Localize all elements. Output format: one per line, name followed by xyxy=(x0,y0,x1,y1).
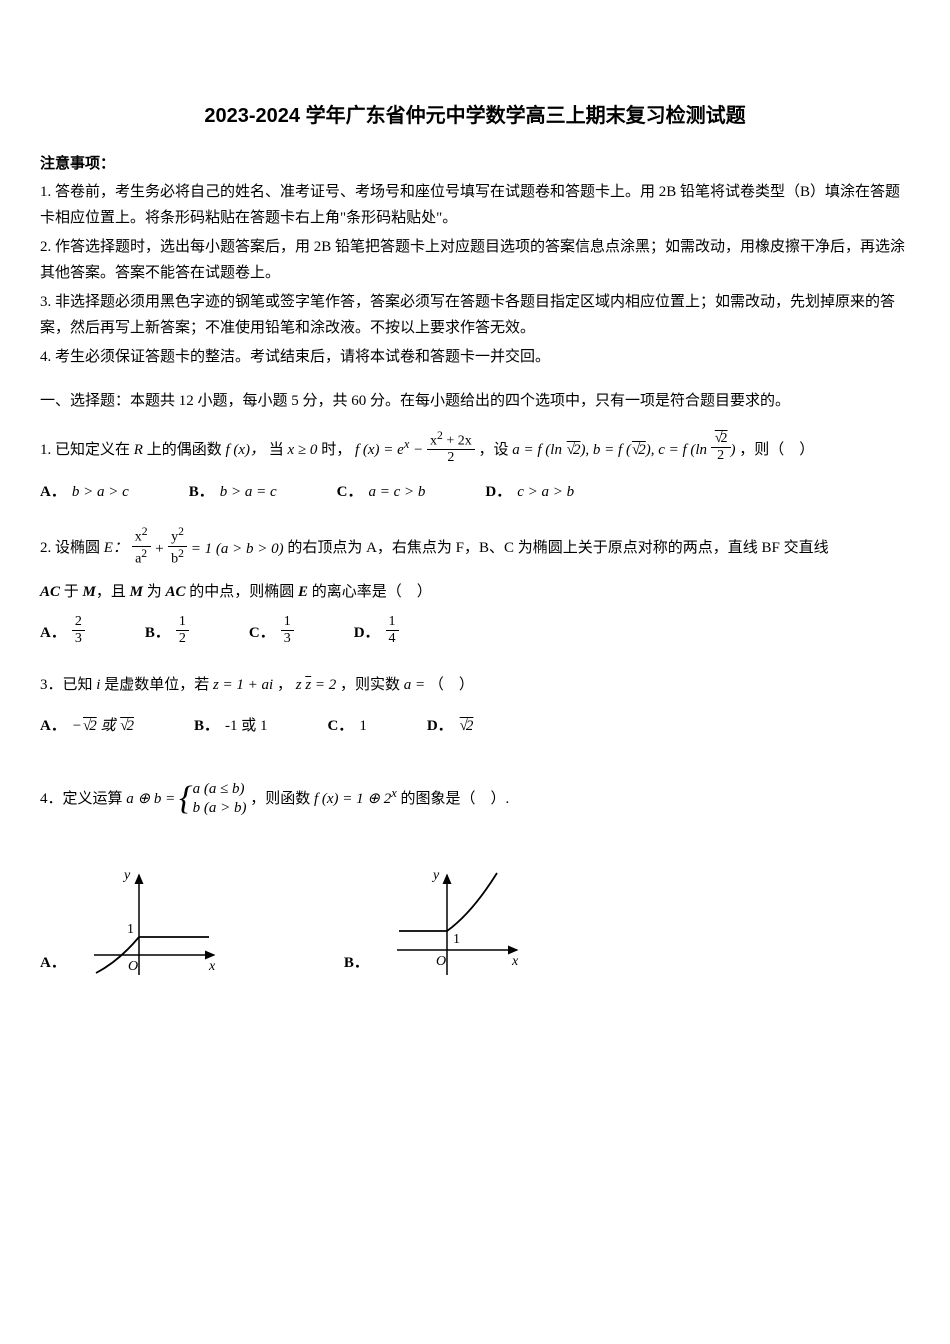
question-1: 1. 已知定义在 R 上的偶函数 f (x)， 当 x ≥ 0 时， f (x)… xyxy=(40,431,910,469)
question-2: 2. 设椭圆 E： x2a2 + y2b2 = 1 (a > b > 0) 的右… xyxy=(40,528,910,570)
q3-zz: z z = 2 xyxy=(296,677,337,693)
q3-i: i xyxy=(96,677,104,693)
q2-mid: 的右顶点为 A，右焦点为 F，B、C 为椭圆上关于原点对称的两点，直线 BF 交… xyxy=(287,541,828,557)
q2-E: E： xyxy=(104,541,128,557)
notice-3: 3. 非选择题必须用黑色字迹的钢笔或签字笔作答，答案必须写在答题卡各题目指定区域… xyxy=(40,290,910,341)
q4-mid: ，则函数 xyxy=(250,791,314,807)
notice-header: 注意事项： xyxy=(40,152,910,176)
q1-optd: c > a > b xyxy=(517,474,574,510)
q2-ld: D． xyxy=(354,615,380,651)
q1-optb: b > a = c xyxy=(220,474,277,510)
q2-options: A．23 B．12 C．13 D．14 xyxy=(40,615,910,651)
q1-tail: ，则（ ） xyxy=(739,442,814,458)
q2-lb: B． xyxy=(145,615,170,651)
q2-d: 14 xyxy=(386,614,399,647)
svg-text:x: x xyxy=(208,959,216,974)
q1-R: R xyxy=(134,442,147,458)
q1-xge0: x ≥ 0 xyxy=(288,442,322,458)
q3-ld: D． xyxy=(427,708,453,744)
q1-opta: b > a > c xyxy=(72,474,129,510)
q1-comma: ，设 xyxy=(478,442,508,458)
svg-text:O: O xyxy=(436,954,446,969)
svg-text:1: 1 xyxy=(453,932,460,947)
q1-text-mid2: 当 xyxy=(269,442,288,458)
q4-graph-a: A． x y 1 O xyxy=(40,865,224,985)
q2-c: 13 xyxy=(281,614,294,647)
q3-options: A．−2 或 2 B．-1 或 1 C．1 D．2 xyxy=(40,708,910,744)
q1-text-mid1: 上的偶函数 xyxy=(147,442,226,458)
q2-pre: 2. 设椭圆 xyxy=(40,541,104,557)
label-d: D． xyxy=(485,474,511,510)
label-b: B． xyxy=(189,474,214,510)
question-4: 4．定义运算 a ⊕ b = {a (a ≤ b)b (a > b) ，则函数 … xyxy=(40,762,910,837)
question-3: 3．已知 i 是虚数单位，若 z = 1 + ai ， z z = 2 ，则实数… xyxy=(40,669,910,702)
q3-optc: 1 xyxy=(359,708,367,744)
label-a: A． xyxy=(40,474,66,510)
q3-la: A． xyxy=(40,708,66,744)
q2-lc: C． xyxy=(249,615,275,651)
q4-tail: 的图象是（ ）. xyxy=(401,791,510,807)
q1-formula: f (x) = ex − x2 + 2x2 xyxy=(355,442,479,458)
q1-optc: a = c > b xyxy=(369,474,426,510)
q3-lc: C． xyxy=(327,708,353,744)
q2-b: 12 xyxy=(176,614,189,647)
q4-op: a ⊕ b = {a (a ≤ b)b (a > b) xyxy=(126,791,250,807)
q4-la: A． xyxy=(40,951,66,975)
q1-text-pre: 1. 已知定义在 xyxy=(40,442,134,458)
q4-graph-b: B． x y 1 O xyxy=(344,865,527,985)
q1-fx: f (x)， xyxy=(225,442,265,458)
q2-line2: AC 于 M，且 M 为 AC 的中点，则椭圆 E 的离心率是（ ） xyxy=(40,576,910,609)
notice-4: 4. 考生必须保证答题卡的整洁。考试结束后，请将本试卷和答题卡一并交回。 xyxy=(40,345,910,371)
q3-lb: B． xyxy=(194,708,219,744)
svg-text:O: O xyxy=(128,959,138,974)
q2-ellipse: x2a2 + y2b2 = 1 (a > b > 0) xyxy=(132,541,288,557)
q3-z: z = 1 + ai xyxy=(213,677,273,693)
q3-mid1: 是虚数单位，若 xyxy=(104,677,213,693)
part-a-header: 一、选择题：本题共 12 小题，每小题 5 分，共 60 分。在每小题给出的四个… xyxy=(40,389,910,413)
svg-text:1: 1 xyxy=(127,922,134,937)
svg-text:x: x xyxy=(511,954,519,969)
q3-c1: ， xyxy=(277,677,292,693)
q3-optb: -1 或 1 xyxy=(225,708,268,744)
q2-a: 23 xyxy=(72,614,85,647)
q3-pre: 3．已知 xyxy=(40,677,96,693)
q4-pre: 4．定义运算 xyxy=(40,791,126,807)
notice-1: 1. 答卷前，考生务必将自己的姓名、准考证号、考场号和座位号填写在试题卷和答题卡… xyxy=(40,180,910,231)
q3-opta: −2 或 2 xyxy=(72,708,134,744)
q3-mid2: ，则实数 xyxy=(340,677,404,693)
svg-text:y: y xyxy=(431,868,440,883)
q1-options: A．b > a > c B．b > a = c C．a = c > b D．c … xyxy=(40,474,910,510)
label-c: C． xyxy=(337,474,363,510)
graph-b-svg: x y 1 O xyxy=(387,865,527,985)
exam-title: 2023-2024 学年广东省仲元中学数学高三上期末复习检测试题 xyxy=(40,100,910,132)
q4-fx: f (x) = 1 ⊕ 2x xyxy=(314,791,397,807)
q1-text-mid3: 时， xyxy=(321,442,351,458)
q3-a: a = xyxy=(404,677,429,693)
graph-a-svg: x y 1 O xyxy=(84,865,224,985)
q1-abc: a = f (ln 2), b = f (2), c = f (ln 22) xyxy=(512,442,739,458)
q3-optd: 2 xyxy=(459,708,474,744)
notice-2: 2. 作答选择题时，选出每小题答案后，用 2B 铅笔把答题卡上对应题目选项的答案… xyxy=(40,235,910,286)
svg-text:y: y xyxy=(122,868,131,883)
q3-tail: （ ） xyxy=(429,677,474,693)
q4-lb: B． xyxy=(344,951,369,975)
q4-graphs: A． x y 1 O B． x xyxy=(40,865,910,985)
q2-la: A． xyxy=(40,615,66,651)
